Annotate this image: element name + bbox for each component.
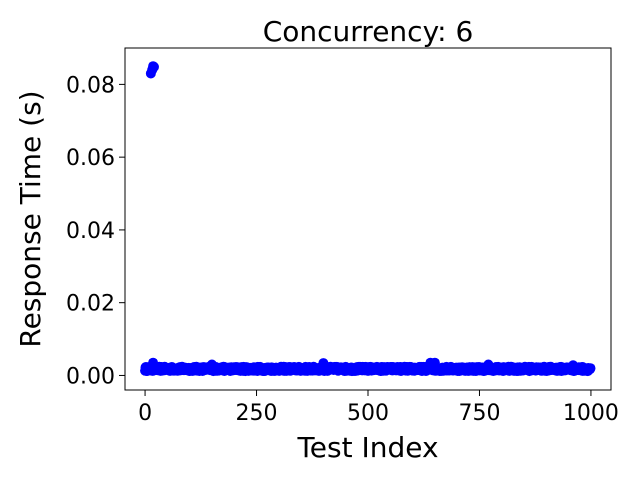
plot-frame: [124, 47, 612, 391]
y-axis-label: Response Time (s): [14, 90, 47, 347]
x-tick-label: 1000: [563, 401, 619, 426]
chart-title: Concurrency: 6: [263, 15, 474, 48]
data-point: [148, 61, 159, 72]
y-tick-label: 0.04: [66, 219, 115, 244]
y-axis: 0.00 0.02 0.04 0.06 0.08: [66, 73, 125, 389]
data-points: [140, 61, 596, 377]
y-tick-label: 0.06: [66, 146, 115, 171]
data-point: [148, 357, 159, 368]
data-point: [585, 363, 596, 374]
data-point: [318, 358, 329, 369]
x-tick-label: 500: [347, 401, 389, 426]
x-axis-label: Test Index: [296, 431, 438, 464]
data-point: [568, 360, 579, 371]
y-tick-label: 0.02: [66, 292, 115, 317]
x-tick-label: 250: [236, 401, 278, 426]
x-axis: 0 250 500 750 1000: [138, 390, 619, 426]
y-tick-label: 0.00: [66, 364, 115, 389]
x-tick-label: 750: [458, 401, 500, 426]
x-tick-label: 0: [138, 401, 152, 426]
y-tick-label: 0.08: [66, 73, 115, 98]
data-point: [206, 359, 217, 370]
data-point: [429, 357, 440, 368]
data-point: [483, 359, 494, 370]
